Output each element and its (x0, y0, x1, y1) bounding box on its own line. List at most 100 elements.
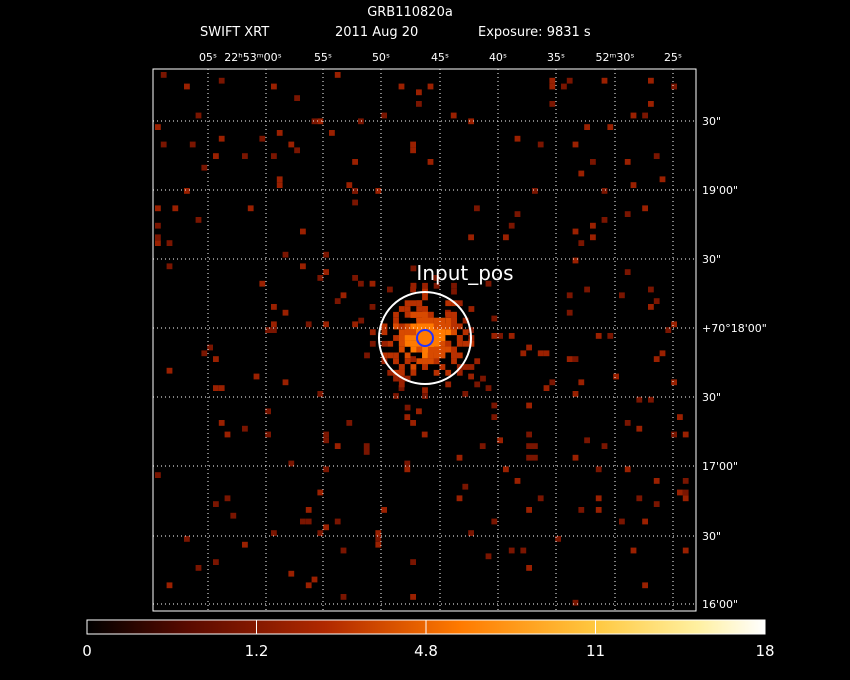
pixel (288, 460, 295, 467)
pixel (410, 369, 417, 376)
pixel (659, 176, 666, 183)
pixel (416, 306, 423, 312)
pixel (422, 352, 428, 359)
pixel (601, 217, 608, 223)
pixel (555, 536, 561, 542)
pixel (526, 507, 532, 513)
pixel (451, 288, 457, 295)
pixel (323, 269, 329, 275)
dec-label: 30" (702, 530, 721, 543)
pixel (433, 352, 440, 359)
pixel (184, 83, 190, 90)
pixel (595, 495, 602, 502)
pixel (317, 489, 324, 496)
pixel (410, 364, 417, 370)
pixel (508, 222, 515, 229)
pixel (572, 228, 579, 235)
image-frame (152, 68, 697, 612)
pixel (456, 352, 463, 359)
pixel (427, 83, 434, 90)
pixel (213, 385, 219, 391)
pixel (682, 495, 689, 502)
pixel (300, 228, 306, 235)
pixel (398, 340, 405, 347)
pixel (265, 327, 271, 333)
pixel (642, 582, 648, 589)
pixel (422, 317, 428, 324)
pixel (416, 300, 423, 307)
source-region (378, 291, 472, 385)
pixel (334, 72, 341, 78)
ra-label: 55ˢ (314, 51, 332, 64)
pixel (393, 323, 399, 330)
pixel (433, 317, 440, 324)
pixel (578, 240, 585, 246)
pixel (410, 335, 417, 341)
pixel (393, 375, 399, 382)
pixel (404, 414, 411, 420)
pixel (451, 329, 457, 336)
pixel (433, 346, 440, 353)
pixel (520, 547, 527, 554)
pixel (468, 530, 474, 536)
pixel (648, 396, 654, 403)
pixel (572, 141, 579, 148)
pixel (590, 222, 596, 229)
pixel (422, 364, 428, 370)
colorbar-labels: 0 1.2 4.8 11 18 (82, 620, 775, 660)
pixel (352, 275, 358, 281)
pixel (340, 547, 347, 554)
pixel (398, 381, 405, 388)
pixel (300, 263, 306, 270)
pixel (398, 385, 405, 391)
pixel (456, 335, 463, 341)
pixel (468, 373, 474, 380)
pixel (456, 300, 463, 307)
pixel (404, 460, 411, 467)
pixel (682, 489, 689, 496)
pixel (375, 541, 382, 548)
pixel (439, 352, 446, 359)
pixel (456, 369, 463, 376)
pixel (601, 188, 608, 194)
pixel (172, 205, 179, 212)
pixel (427, 323, 434, 330)
pixel (462, 340, 469, 347)
pixel (160, 72, 167, 78)
pixel (532, 454, 538, 461)
pixel (416, 346, 423, 353)
pixel (456, 495, 463, 502)
pixel (468, 306, 475, 312)
pixel (584, 437, 590, 444)
pixel (653, 478, 660, 484)
pixel (468, 118, 474, 125)
ra-label: 25ˢ (664, 51, 682, 64)
dec-label: 30" (702, 253, 721, 266)
pixel (381, 340, 388, 347)
pixel (340, 292, 347, 299)
pixel (456, 454, 463, 461)
pixel (491, 333, 498, 339)
pixel (271, 83, 277, 90)
pixel (595, 507, 602, 513)
pixel (358, 280, 364, 287)
pixel (398, 329, 405, 336)
pixel (648, 304, 654, 310)
pixel (218, 420, 225, 426)
pixel (433, 358, 440, 365)
pixel (224, 495, 231, 502)
pixel (445, 369, 452, 376)
pixel (155, 240, 161, 246)
pixel (398, 335, 405, 341)
pixel (566, 292, 573, 299)
pixel (195, 565, 202, 571)
pixel (671, 321, 677, 328)
pixel (671, 83, 677, 90)
pixel (352, 159, 358, 165)
pixel (607, 124, 614, 130)
pixel (653, 356, 660, 362)
pixel (613, 373, 619, 380)
pixel (247, 205, 254, 212)
pixel (358, 317, 365, 324)
